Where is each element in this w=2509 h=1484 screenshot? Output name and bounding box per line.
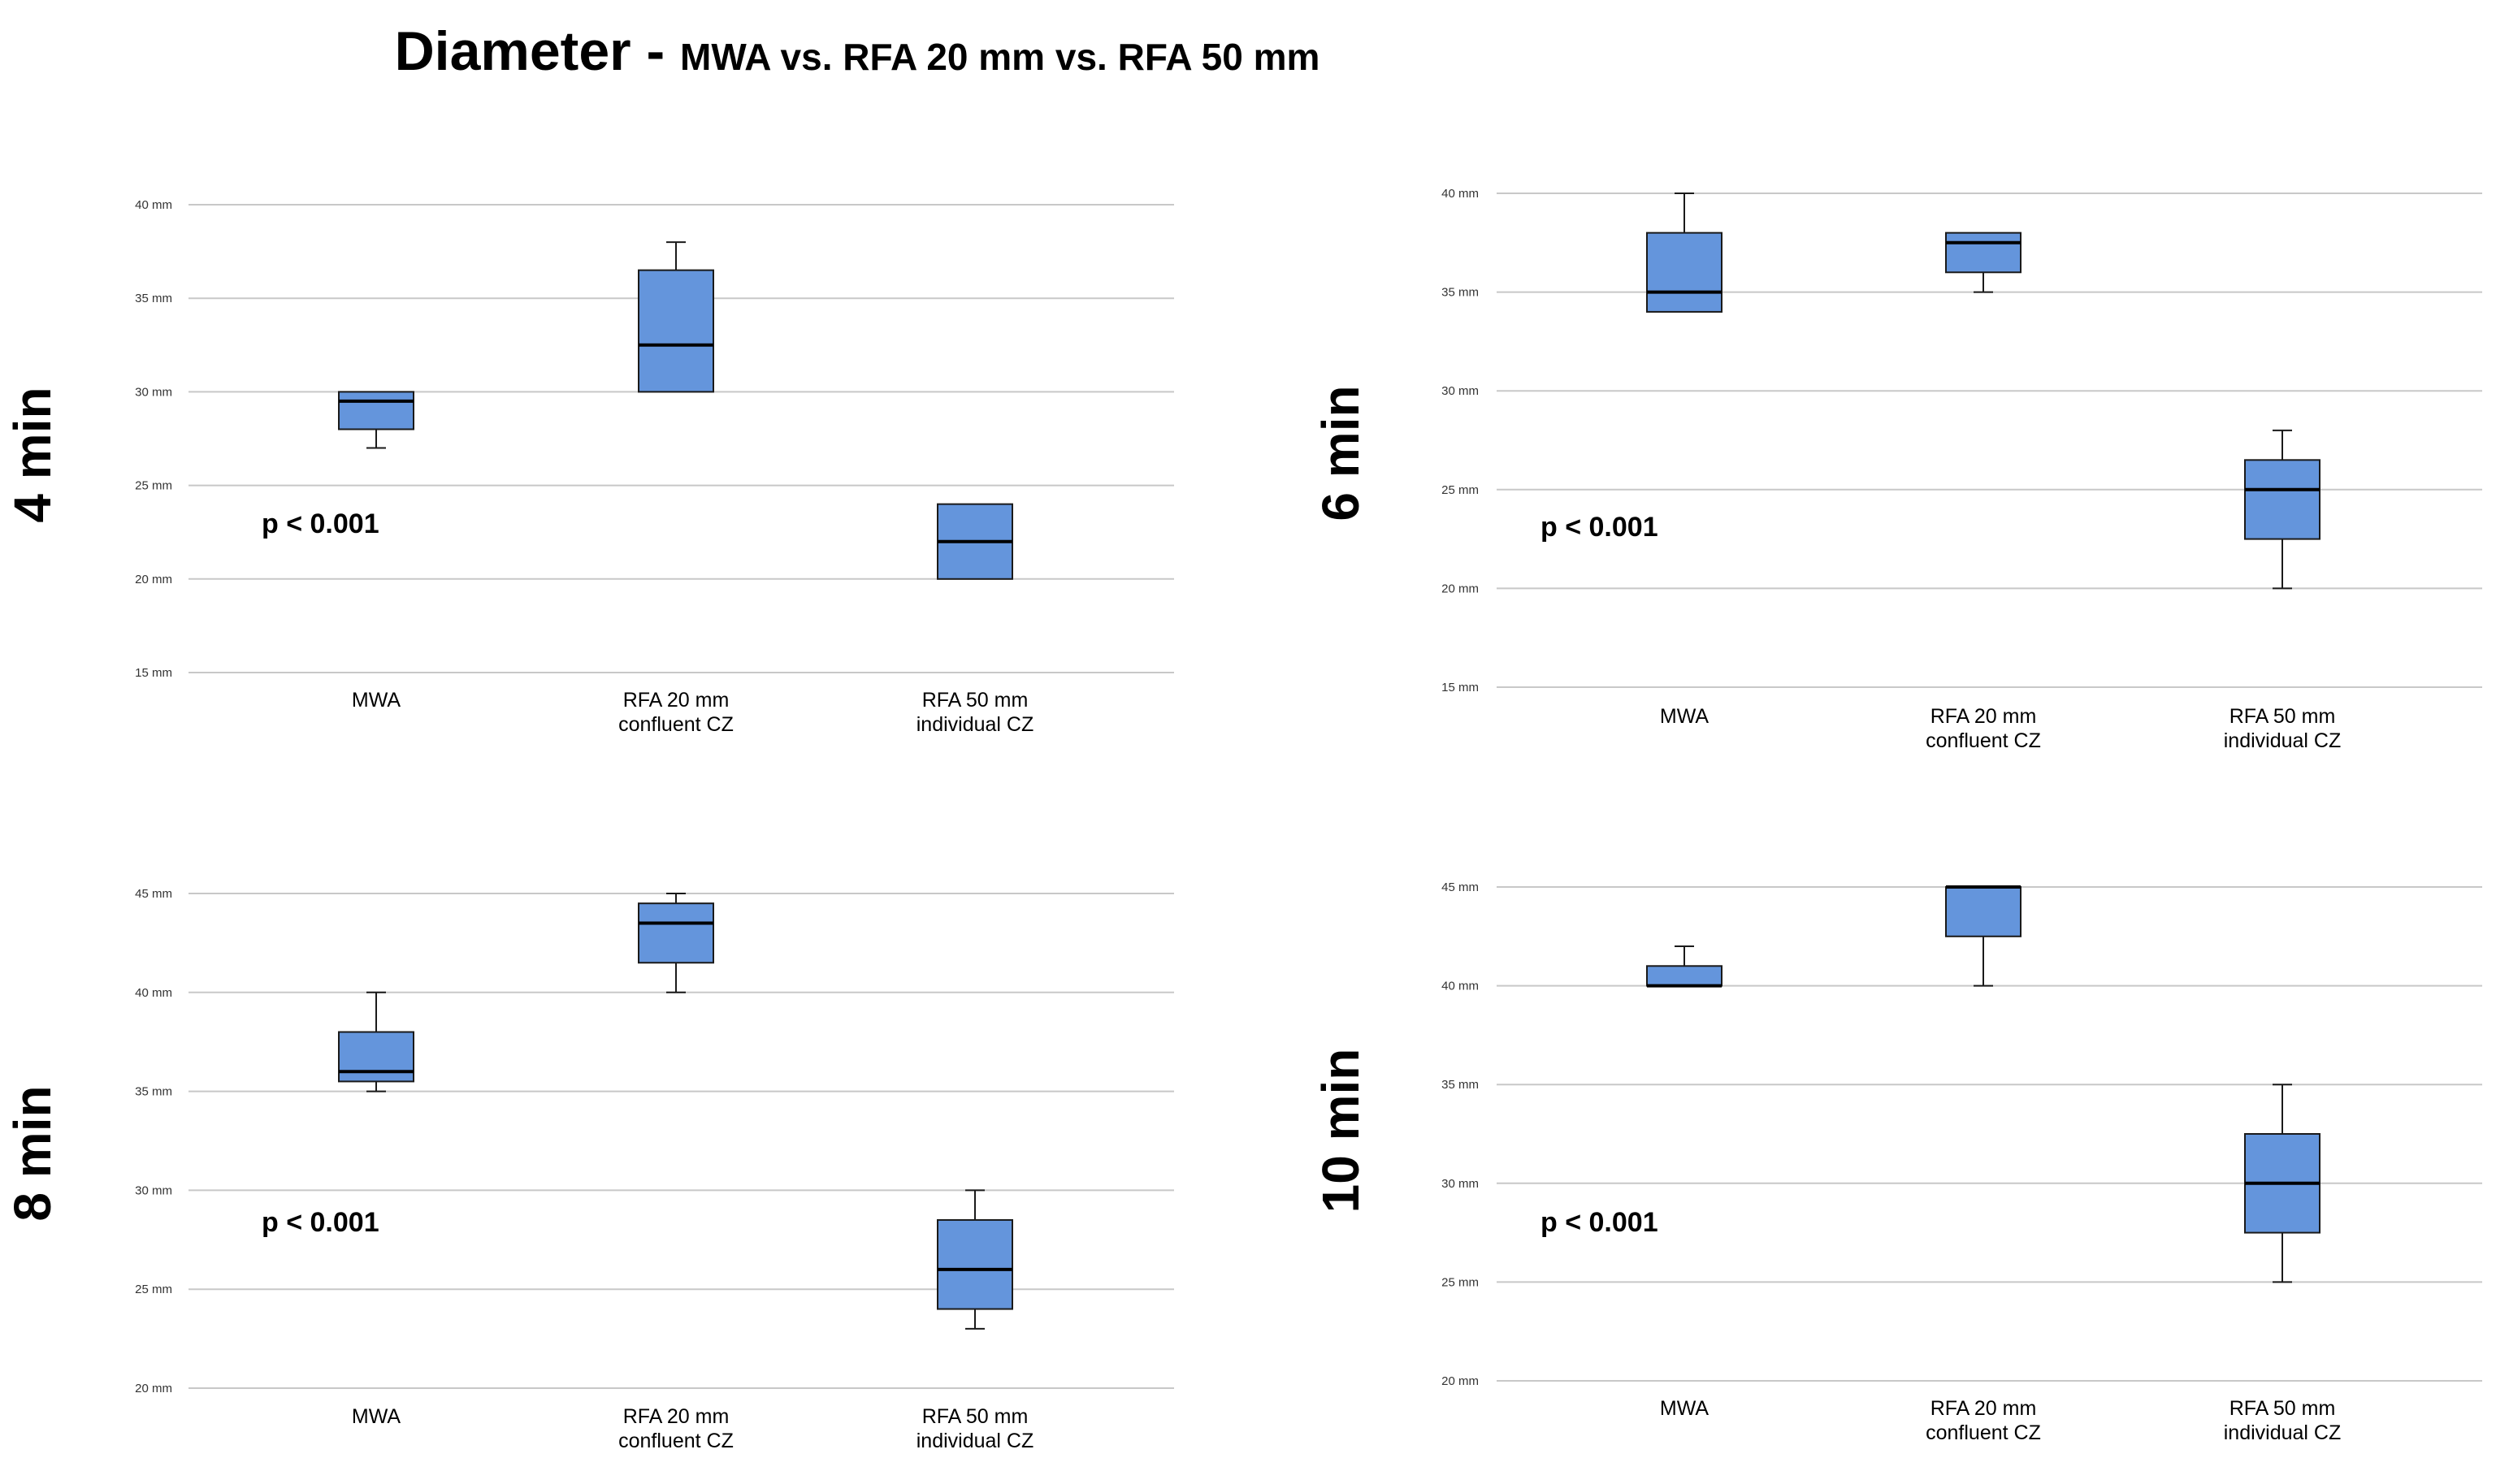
- category-label: RFA 50 mm: [922, 689, 1029, 712]
- y-tick-label: 30 mm: [135, 1183, 172, 1197]
- y-tick-label: 15 mm: [1441, 681, 1479, 694]
- figure-title-main: Diameter -: [394, 20, 681, 82]
- figure-title-sub: MWA vs. RFA 20 mm vs. RFA 50 mm: [680, 36, 1320, 78]
- y-tick-label: 20 mm: [135, 1382, 172, 1395]
- category-label: RFA 20 mm: [1930, 705, 2037, 728]
- category-label-line2: confluent CZ: [618, 1430, 734, 1452]
- category-label: MWA: [352, 689, 401, 712]
- y-tick-label: 20 mm: [1441, 1374, 1479, 1388]
- category-label-line2: individual CZ: [2224, 729, 2342, 752]
- category-label: RFA 50 mm: [922, 1405, 1029, 1428]
- p-value-annotation: p < 0.001: [262, 1207, 379, 1238]
- y-tick-label: 30 mm: [1441, 384, 1479, 398]
- p-value-annotation: p < 0.001: [1540, 1207, 1658, 1238]
- y-tick-label: 35 mm: [135, 292, 172, 305]
- y-tick-label: 40 mm: [135, 198, 172, 212]
- box-iqr: [338, 1031, 414, 1083]
- category-label: RFA 20 mm: [623, 1405, 730, 1428]
- box-iqr: [1945, 886, 2022, 937]
- y-tick-label: 40 mm: [1441, 187, 1479, 201]
- box-iqr: [338, 391, 414, 430]
- box-iqr: [1646, 965, 1722, 987]
- category-label-line2: confluent CZ: [618, 713, 734, 736]
- y-tick-label: 30 mm: [135, 385, 172, 399]
- panel-time-label: 8 min: [3, 1085, 62, 1221]
- panel-time-label: 10 min: [1311, 1049, 1370, 1214]
- p-value-annotation: p < 0.001: [1540, 512, 1658, 543]
- y-tick-label: 40 mm: [135, 986, 172, 1000]
- category-label: MWA: [352, 1405, 401, 1428]
- category-label-line2: individual CZ: [916, 1430, 1034, 1452]
- category-label: MWA: [1660, 705, 1709, 728]
- box-iqr: [638, 269, 714, 393]
- category-label: MWA: [1660, 1397, 1709, 1420]
- y-tick-label: 20 mm: [135, 573, 172, 586]
- category-label-line2: confluent CZ: [1926, 729, 2041, 752]
- category-label: RFA 50 mm: [2230, 1397, 2336, 1420]
- y-tick-label: 45 mm: [1441, 880, 1479, 894]
- y-tick-label: 30 mm: [1441, 1177, 1479, 1191]
- p-value-annotation: p < 0.001: [262, 508, 379, 539]
- y-tick-label: 25 mm: [135, 479, 172, 493]
- box-iqr: [1646, 231, 1722, 313]
- category-label: RFA 20 mm: [1930, 1397, 2037, 1420]
- panel-time-label: 6 min: [1311, 385, 1370, 521]
- box-iqr: [937, 1218, 1013, 1310]
- y-tick-label: 25 mm: [1441, 1275, 1479, 1289]
- box-iqr: [937, 503, 1013, 580]
- category-label-line2: confluent CZ: [1926, 1421, 2041, 1444]
- y-tick-label: 35 mm: [1441, 1078, 1479, 1092]
- box-iqr: [2244, 459, 2320, 540]
- category-label: RFA 20 mm: [623, 689, 730, 712]
- y-tick-label: 25 mm: [1441, 483, 1479, 497]
- category-label-line2: individual CZ: [2224, 1421, 2342, 1444]
- y-tick-label: 25 mm: [135, 1283, 172, 1296]
- y-tick-label: 45 mm: [135, 887, 172, 901]
- box-iqr: [638, 902, 714, 964]
- y-tick-label: 15 mm: [135, 666, 172, 680]
- panel-time-label: 4 min: [3, 387, 62, 522]
- y-tick-label: 40 mm: [1441, 980, 1479, 993]
- y-tick-label: 35 mm: [1441, 286, 1479, 300]
- box-iqr: [2244, 1133, 2320, 1234]
- category-label-line2: individual CZ: [916, 713, 1034, 736]
- figure-title: Diameter - MWA vs. RFA 20 mm vs. RFA 50 …: [0, 19, 1714, 83]
- y-tick-label: 20 mm: [1441, 582, 1479, 595]
- box-iqr: [1945, 231, 2022, 274]
- y-tick-label: 35 mm: [135, 1085, 172, 1099]
- category-label: RFA 50 mm: [2230, 705, 2336, 728]
